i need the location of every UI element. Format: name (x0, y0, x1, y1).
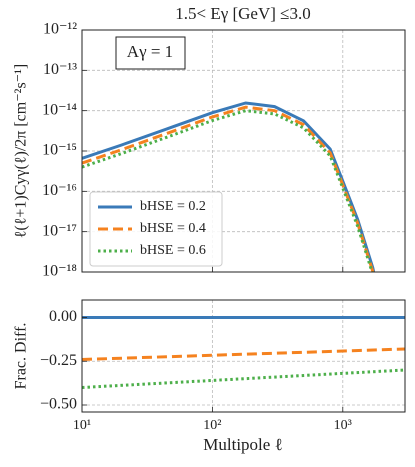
legend-label: bHSE = 0.2 (140, 199, 206, 214)
y-axis-label: ℓ(ℓ+1)Cyγ(ℓ)/2π [cm⁻²s⁻¹] (13, 64, 30, 239)
y-tick-label: 10⁻¹⁷ (42, 222, 77, 239)
y-tick-label: −0.50 (40, 396, 77, 413)
y-tick-label: 10⁻¹⁶ (42, 182, 77, 199)
line (81, 347, 406, 361)
y-tick-label: −0.25 (40, 352, 77, 369)
line (82, 105, 375, 272)
x-tick-label: 10³ (334, 418, 352, 433)
y-tick-label: 10⁻¹⁴ (42, 101, 77, 118)
y-tick-label: 10⁻¹² (43, 21, 77, 38)
plot-frame (81, 299, 406, 413)
overlay-layer: 10⁻¹⁸ 10⁻¹⁷ 10⁻¹⁶ 10⁻¹⁵ 10⁻¹⁴ 10⁻¹³ 10⁻¹² bHSE … (40, 21, 406, 433)
series-group (81, 316, 406, 389)
series-group (82, 101, 376, 272)
legend-label: bHSE = 0.4 (140, 221, 206, 236)
x-axis-label: Multipole ℓ (203, 435, 282, 454)
marks-layer (81, 101, 406, 389)
annotation-box (115, 36, 186, 70)
y-axis-label: Frac. Diff. (13, 323, 30, 390)
annotation: Aγ = 1 (127, 42, 173, 61)
chart-title: 1.5< Eγ [GeV] ≤3.0 (175, 4, 311, 23)
legend-box (89, 191, 223, 267)
legend-label: bHSE = 0.6 (140, 243, 206, 258)
y-tick-label: 10⁻¹⁵ (42, 142, 77, 159)
x-tick-label: 10¹ (73, 418, 91, 433)
y-tick-label: 10⁻¹³ (43, 61, 77, 78)
y-tick-label: 0.00 (49, 308, 77, 325)
x-tick-label: 10² (203, 418, 221, 433)
plot-frame (81, 29, 406, 273)
line (81, 368, 406, 389)
y-tick-label: 10⁻¹⁸ (42, 263, 77, 280)
